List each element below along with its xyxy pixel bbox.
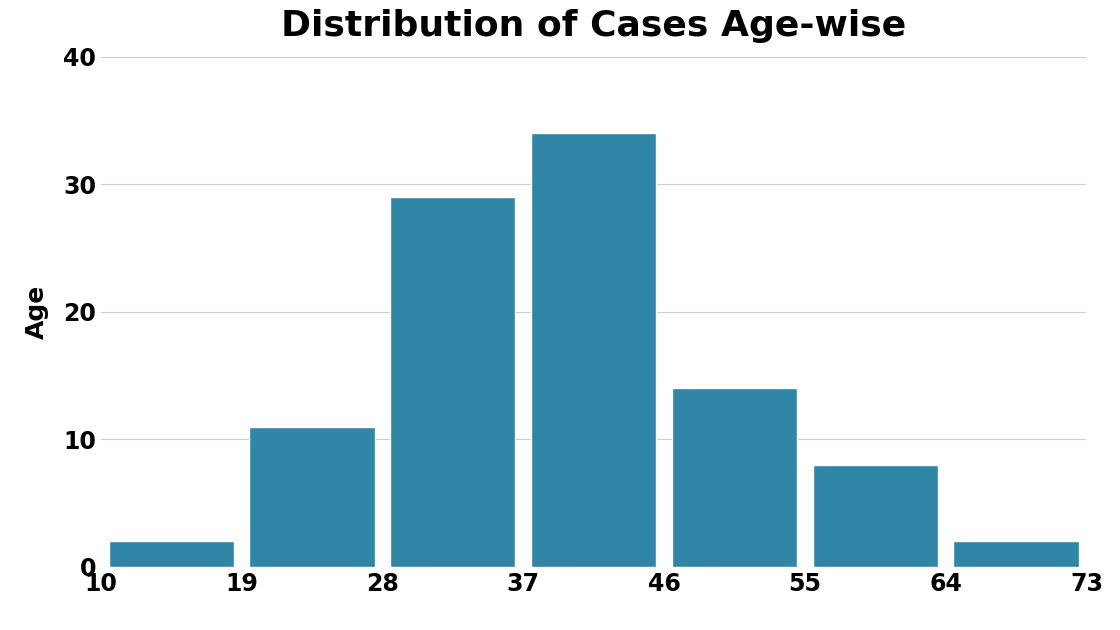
Bar bbox=[390, 197, 515, 567]
Y-axis label: Age: Age bbox=[25, 285, 49, 339]
Title: Distribution of Cases Age-wise: Distribution of Cases Age-wise bbox=[281, 9, 906, 43]
Bar bbox=[531, 133, 656, 567]
Bar bbox=[813, 465, 937, 567]
Bar bbox=[109, 542, 234, 567]
Bar bbox=[953, 542, 1079, 567]
Bar bbox=[250, 427, 374, 567]
Bar bbox=[672, 388, 797, 567]
